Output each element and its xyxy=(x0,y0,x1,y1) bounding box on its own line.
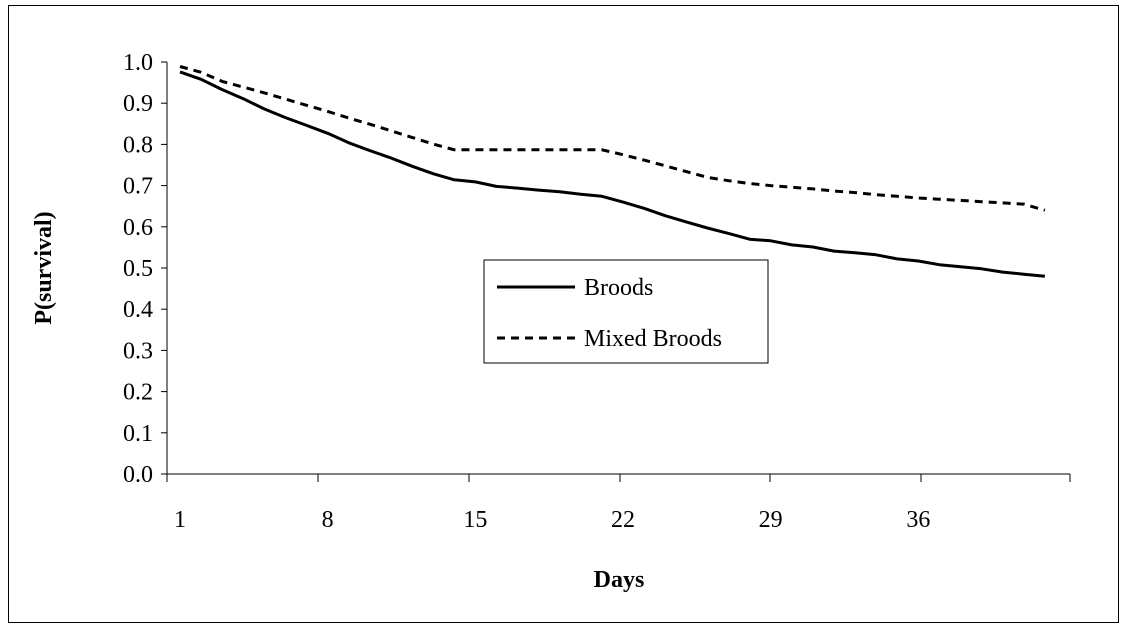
x-tick-label: 36 xyxy=(906,507,930,533)
y-tick-label: 0.4 xyxy=(123,297,153,323)
x-ticks: 1 8 15 22 29 36 xyxy=(166,474,1071,533)
y-tick-label: 0.9 xyxy=(123,91,153,117)
y-tick-label: 0.1 xyxy=(123,421,153,447)
y-tick-label: 0.6 xyxy=(123,215,153,241)
y-tick-label: 0.5 xyxy=(123,256,153,282)
series-line-mixed-broods xyxy=(179,65,1046,212)
legend-label-broods: Broods xyxy=(584,275,653,301)
y-axis-title: P(survival) xyxy=(31,211,57,324)
x-tick-label: 8 xyxy=(322,507,334,533)
series-lines xyxy=(179,65,1046,278)
x-tick-label: 22 xyxy=(611,507,635,533)
y-tick-label: 0.8 xyxy=(123,132,153,158)
y-tick-label: 1.0 xyxy=(123,50,153,76)
y-tick-label: 0.3 xyxy=(123,338,153,364)
legend-label-mixed-broods: Mixed Broods xyxy=(584,326,722,352)
y-tick-label: 0.2 xyxy=(123,380,153,406)
x-tick-label: 1 xyxy=(174,507,186,533)
legend: Broods Mixed Broods xyxy=(483,259,769,364)
x-tick-label: 15 xyxy=(463,507,487,533)
series-line-broods xyxy=(179,70,1046,278)
legend-box xyxy=(483,259,769,364)
y-ticks: 0.0 0.1 0.2 0.3 0.4 0.5 0.6 0.7 0.8 0.9 1.0 xyxy=(123,50,167,488)
y-tick-label: 0.7 xyxy=(123,174,153,200)
x-axis-title: Days xyxy=(594,567,645,593)
x-tick-label: 29 xyxy=(759,507,783,533)
y-tick-label: 0.0 xyxy=(123,462,153,488)
